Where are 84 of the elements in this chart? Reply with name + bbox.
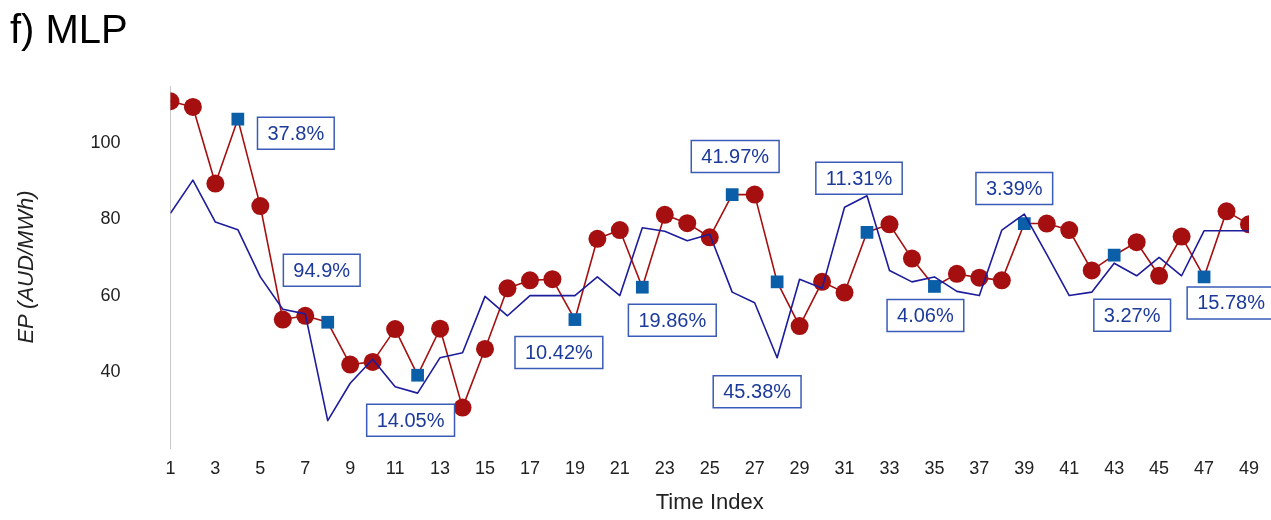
y-tick-label: 40 <box>100 360 121 381</box>
point <box>1217 202 1236 221</box>
x-tick-label: 39 <box>1014 457 1035 478</box>
x-tick-label: 25 <box>699 457 720 478</box>
annotation: 45.38% <box>723 380 792 403</box>
point <box>543 270 562 289</box>
annotation: 11.31% <box>825 166 893 189</box>
x-tick-label: 35 <box>924 457 945 478</box>
annotation: 14.05% <box>376 408 445 431</box>
point <box>411 368 424 382</box>
point <box>790 317 809 336</box>
point <box>835 283 854 302</box>
chart-title: f) MLP <box>10 7 128 52</box>
x-tick-label: 21 <box>609 457 630 478</box>
x-tick-label: 41 <box>1059 457 1080 478</box>
x-tick-label: 43 <box>1104 457 1125 478</box>
x-tick-label: 19 <box>564 457 585 478</box>
x-tick-label: 11 <box>385 457 405 478</box>
point <box>431 319 450 338</box>
point <box>1150 266 1169 285</box>
x-tick-label: 37 <box>969 457 990 478</box>
point <box>568 313 582 326</box>
point <box>725 188 739 201</box>
x-tick-label: 7 <box>300 457 311 478</box>
y-tick-label: 100 <box>90 132 121 153</box>
annotation: 10.42% <box>524 341 594 364</box>
x-tick-label: 9 <box>345 457 356 478</box>
annotation: 4.06% <box>897 303 954 326</box>
x-axis-title: Time Index <box>655 488 764 514</box>
x-tick-label: 45 <box>1149 457 1170 478</box>
point <box>655 205 674 224</box>
x-tick-label: 29 <box>789 457 810 478</box>
annotation: 3.39% <box>985 177 1043 200</box>
point <box>321 315 335 329</box>
x-tick-label: 3 <box>210 457 221 478</box>
point <box>273 310 292 329</box>
point <box>928 280 941 293</box>
x-tick-label: 5 <box>255 457 266 478</box>
point <box>1060 221 1079 240</box>
point <box>635 280 649 294</box>
annotation: 3.27% <box>1103 303 1161 326</box>
y-axis-title: EP (AUD/MWh) <box>13 190 39 344</box>
point <box>206 174 225 193</box>
point <box>745 185 764 204</box>
point <box>453 398 472 417</box>
annotation: 15.78% <box>1197 291 1266 314</box>
point <box>992 271 1011 290</box>
x-tick-label: 47 <box>1194 457 1215 478</box>
y-tick-label: 60 <box>100 284 121 305</box>
point <box>770 275 784 289</box>
point <box>947 264 966 283</box>
x-tick-label: 1 <box>165 457 176 478</box>
point <box>1127 233 1146 252</box>
annotation: 94.9% <box>293 258 351 281</box>
point <box>498 279 517 298</box>
point <box>902 249 921 268</box>
x-tick-label: 15 <box>475 457 496 478</box>
point <box>476 339 495 358</box>
x-tick-label: 31 <box>834 457 855 478</box>
point <box>678 214 697 233</box>
point <box>1082 261 1101 280</box>
point <box>880 215 899 234</box>
point <box>251 197 270 216</box>
point <box>610 221 629 240</box>
point <box>183 97 202 116</box>
x-tick-label: 13 <box>430 457 451 478</box>
annotation: 41.97% <box>701 145 770 168</box>
annotation: 37.8% <box>267 121 325 144</box>
y-tick-label: 80 <box>100 208 121 229</box>
annotation: 19.86% <box>638 308 707 331</box>
point <box>1172 227 1191 246</box>
point <box>588 229 607 248</box>
x-tick-label: 33 <box>879 457 900 478</box>
point <box>231 112 245 126</box>
point <box>1107 248 1121 262</box>
point <box>386 320 405 339</box>
x-tick-label: 23 <box>654 457 675 478</box>
x-tick-label: 49 <box>1238 457 1260 478</box>
point <box>520 271 539 290</box>
point <box>341 355 360 374</box>
x-tick-label: 27 <box>744 457 765 478</box>
point <box>860 225 874 239</box>
x-tick-label: 17 <box>519 457 540 478</box>
point <box>1037 214 1056 233</box>
